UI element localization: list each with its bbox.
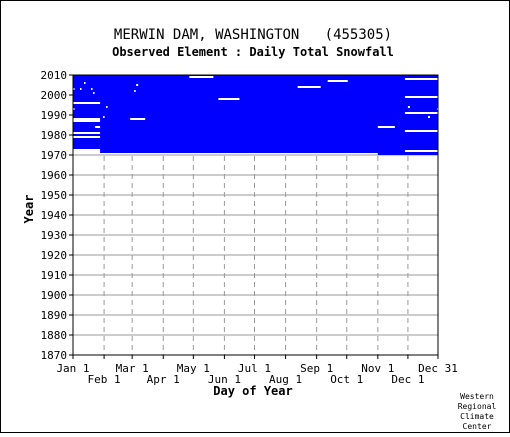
x-tick-label: Aug 1	[269, 373, 302, 386]
x-tick-label: Dec 31	[418, 362, 458, 375]
missing-data-gap	[84, 82, 86, 84]
missing-data-gap	[218, 98, 240, 100]
missing-data-gaps	[73, 76, 439, 152]
x-tick-label: Sep 1	[300, 362, 333, 375]
y-tick-label: 1880	[41, 329, 68, 342]
y-tick-label: 1970	[41, 149, 68, 162]
y-tick-label: 1980	[41, 129, 68, 142]
missing-data-gap	[73, 132, 101, 134]
chart-subtitle: Observed Element : Daily Total Snowfall	[112, 45, 394, 59]
y-tick-label: 1890	[41, 309, 68, 322]
data-coverage-nov-dec-1970	[377, 153, 438, 155]
missing-data-gap	[136, 84, 139, 86]
missing-data-gap	[377, 126, 395, 128]
x-tick-label: Feb 1	[88, 373, 121, 386]
missing-data-gap	[404, 130, 438, 132]
y-tick-label: 1900	[41, 289, 68, 302]
x-tick-label: Nov 1	[361, 362, 394, 375]
y-tick-label: 1960	[41, 169, 68, 182]
x-axis-label: Day of Year	[213, 384, 292, 398]
missing-data-gap	[427, 116, 430, 118]
missing-data-gap	[80, 88, 82, 90]
y-tick-label: 2000	[41, 89, 68, 102]
y-tick-label: 1910	[41, 269, 68, 282]
missing-data-gap	[134, 90, 136, 92]
y-tick-label: 1920	[41, 249, 68, 262]
missing-data-gap	[95, 126, 101, 128]
missing-data-gap	[73, 118, 101, 120]
missing-data-gap	[407, 106, 410, 108]
missing-data-gap	[73, 136, 101, 138]
x-axis-ticks: Jan 1 Mar 1 May 1 Jul 1 Sep 1 Nov 1 Dec 31 Feb …	[56, 355, 458, 386]
y-tick-label: 1950	[41, 189, 68, 202]
missing-data-gap	[103, 116, 105, 118]
missing-data-gap	[91, 88, 93, 90]
x-tick-label: Dec 1	[391, 373, 424, 386]
chart-title: MERWIN DAM, WASHINGTON (455305)	[114, 27, 392, 43]
credit-line: Western	[460, 392, 494, 401]
y-tick-label: 1940	[41, 209, 68, 222]
missing-data-gap	[404, 96, 438, 98]
missing-data-gap	[404, 112, 438, 114]
y-tick-label: 1990	[41, 109, 68, 122]
x-tick-label: Mar 1	[116, 362, 149, 375]
y-axis-ticks: 2010 2000 1990 1980 1970 1960 1950 1940 1930 1920…	[41, 69, 73, 362]
missing-data-gap	[130, 118, 146, 120]
x-tick-label: May 1	[177, 362, 210, 375]
x-tick-label: Jan 1	[56, 362, 89, 375]
missing-jan-feb-early	[73, 149, 101, 153]
missing-data-gap	[189, 76, 214, 78]
x-tick-label: Apr 1	[147, 373, 180, 386]
y-tick-label: 1870	[41, 349, 68, 362]
y-axis-label: Year	[22, 195, 36, 224]
y-tick-label: 2010	[41, 69, 68, 82]
missing-data-gap	[404, 150, 438, 152]
x-tick-label: Jul 1	[238, 362, 271, 375]
missing-data-gap	[106, 106, 108, 108]
missing-data-gap	[404, 78, 438, 80]
y-tick-label: 1930	[41, 229, 68, 242]
credit-line: Climate	[460, 412, 494, 421]
x-tick-label: Oct 1	[330, 373, 363, 386]
credit-line: Regional	[458, 402, 497, 411]
missing-data-gap	[327, 80, 348, 82]
missing-data-gap	[73, 88, 75, 90]
missing-data-gap	[73, 120, 101, 122]
missing-data-gap	[297, 86, 321, 88]
credit-line: Center	[463, 422, 492, 431]
x-tick-label: Jun 1	[208, 373, 241, 386]
missing-data-gap	[73, 108, 75, 110]
missing-data-gap	[93, 92, 95, 94]
missing-data-gap	[73, 102, 101, 104]
data-coverage-block	[73, 75, 438, 153]
data-coverage	[73, 75, 438, 155]
